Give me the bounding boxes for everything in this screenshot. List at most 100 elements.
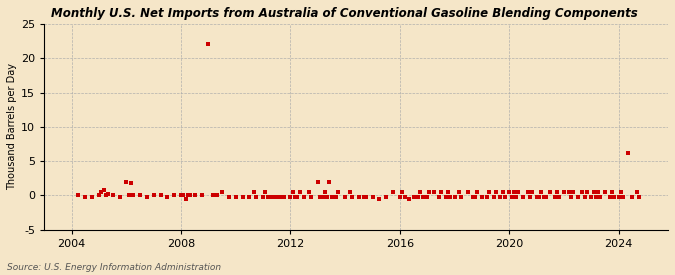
Point <box>271 195 282 199</box>
Point <box>422 195 433 199</box>
Point <box>572 195 583 199</box>
Point <box>196 193 207 198</box>
Point <box>185 193 196 198</box>
Point <box>94 193 105 198</box>
Point <box>142 195 153 199</box>
Point <box>627 195 638 199</box>
Point <box>103 192 113 196</box>
Point <box>87 195 98 199</box>
Point <box>554 195 565 199</box>
Point <box>522 190 533 194</box>
Point <box>552 190 563 194</box>
Point <box>176 193 186 198</box>
Point <box>463 190 474 194</box>
Point <box>622 151 633 155</box>
Point <box>566 195 576 199</box>
Point <box>518 195 529 199</box>
Point <box>324 180 335 184</box>
Point <box>292 195 302 199</box>
Point <box>278 195 289 199</box>
Point <box>367 195 378 199</box>
Point <box>313 180 323 184</box>
Point <box>354 195 364 199</box>
Point <box>358 195 369 199</box>
Point <box>506 195 517 199</box>
Point <box>360 195 371 199</box>
Point <box>490 190 501 194</box>
Point <box>468 195 479 199</box>
Point <box>387 190 398 194</box>
Point <box>148 193 159 198</box>
Point <box>107 193 118 198</box>
Point <box>536 190 547 194</box>
Point <box>381 195 392 199</box>
Point <box>415 190 426 194</box>
Point <box>541 195 551 199</box>
Y-axis label: Thousand Barrels per Day: Thousand Barrels per Day <box>7 63 17 190</box>
Point <box>595 195 606 199</box>
Point <box>267 195 277 199</box>
Point <box>477 195 487 199</box>
Point <box>433 195 444 199</box>
Point <box>586 195 597 199</box>
Point <box>178 193 188 198</box>
Point <box>511 195 522 199</box>
Point <box>442 190 453 194</box>
Point <box>634 195 645 199</box>
Point <box>579 195 590 199</box>
Point <box>618 195 629 199</box>
Point <box>123 193 134 198</box>
Point <box>99 188 109 192</box>
Point <box>456 195 467 199</box>
Point <box>315 195 325 199</box>
Point <box>568 190 578 194</box>
Point <box>591 195 601 199</box>
Point <box>317 195 328 199</box>
Point <box>545 190 556 194</box>
Point <box>260 190 271 194</box>
Point <box>435 190 446 194</box>
Point <box>588 190 599 194</box>
Point <box>263 195 273 199</box>
Point <box>128 193 138 198</box>
Point <box>208 193 219 198</box>
Point <box>326 195 337 199</box>
Point <box>577 190 588 194</box>
Point <box>513 190 524 194</box>
Point <box>417 195 428 199</box>
Point <box>134 193 145 198</box>
Point <box>397 190 408 194</box>
Point <box>73 193 84 198</box>
Point <box>413 195 424 199</box>
Point <box>424 190 435 194</box>
Point <box>169 193 180 198</box>
Point <box>265 195 275 199</box>
Point <box>340 195 350 199</box>
Point <box>294 190 305 194</box>
Point <box>495 195 506 199</box>
Point <box>604 195 615 199</box>
Point <box>526 190 537 194</box>
Point <box>114 195 125 199</box>
Point <box>564 190 574 194</box>
Point <box>306 195 317 199</box>
Point <box>203 42 214 47</box>
Point <box>101 193 111 198</box>
Point <box>126 181 136 185</box>
Point <box>162 195 173 199</box>
Point <box>524 195 535 199</box>
Point <box>217 190 227 194</box>
Point <box>121 180 132 184</box>
Point <box>276 195 287 199</box>
Point <box>223 195 234 199</box>
Point <box>559 190 570 194</box>
Point <box>472 190 483 194</box>
Point <box>237 195 248 199</box>
Point <box>155 193 166 198</box>
Point <box>445 195 456 199</box>
Point <box>440 195 451 199</box>
Point <box>454 190 464 194</box>
Point <box>500 195 510 199</box>
Point <box>607 190 618 194</box>
Point <box>190 193 200 198</box>
